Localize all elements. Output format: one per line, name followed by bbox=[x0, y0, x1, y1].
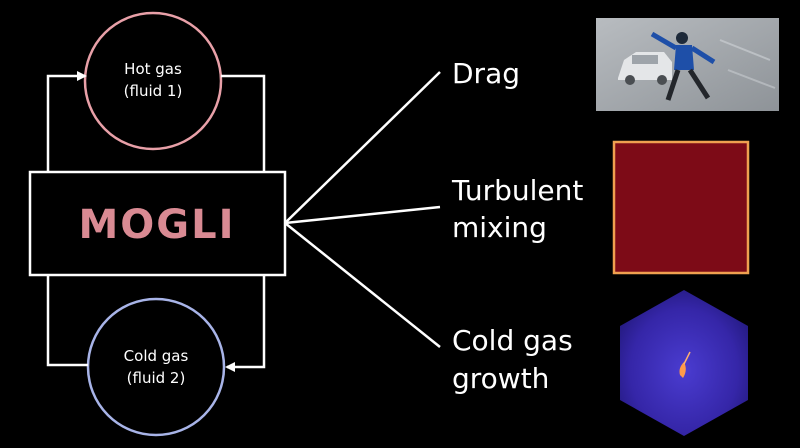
fan-out-lines bbox=[284, 71, 441, 348]
person-arm bbox=[690, 45, 716, 65]
car-shape bbox=[618, 52, 672, 80]
mogli-label: MOGLI bbox=[78, 202, 235, 248]
cold-gas-growth-image bbox=[620, 290, 748, 436]
cold-gas-circle bbox=[86, 297, 226, 437]
person-leg bbox=[687, 68, 711, 100]
line-box-to-cold-gas bbox=[46, 275, 88, 367]
wind-streak bbox=[719, 39, 771, 61]
hot-gas-node: Hot gas (fluid 1) bbox=[83, 11, 223, 151]
turbulent-mixing-label-line1: Turbulent bbox=[451, 174, 583, 207]
cold-gas-sublabel: (fluid 2) bbox=[127, 369, 186, 387]
turbulent-mixing-image bbox=[612, 140, 750, 275]
line-to-cold-gas-growth bbox=[284, 222, 441, 348]
turbulent-mixing-label-line2: mixing bbox=[452, 211, 547, 244]
person-jacket bbox=[674, 45, 694, 70]
drag-photo bbox=[596, 18, 779, 111]
car-wheel bbox=[625, 75, 635, 85]
car-window bbox=[632, 55, 658, 64]
person-leg bbox=[665, 69, 681, 101]
line-to-turbulent-mixing bbox=[284, 205, 441, 225]
arrow-box-to-hot-gas bbox=[46, 71, 87, 172]
car-wheel bbox=[657, 75, 667, 85]
hot-gas-sublabel: (fluid 1) bbox=[124, 82, 183, 100]
cold-gas-growth-label-line1: Cold gas bbox=[452, 324, 573, 357]
person-head bbox=[676, 32, 688, 44]
line-hot-gas-to-box bbox=[221, 74, 266, 172]
mogli-box: MOGLI bbox=[28, 170, 287, 277]
loop-connectors bbox=[46, 71, 266, 372]
cold-gas-label: Cold gas bbox=[124, 347, 189, 365]
hot-gas-circle bbox=[83, 11, 223, 151]
person-arm bbox=[650, 31, 678, 51]
cold-gas-cloud-blob bbox=[679, 362, 686, 378]
line-to-drag bbox=[284, 71, 441, 224]
cold-gas-growth-label-line2: growth bbox=[452, 362, 549, 395]
cold-gas-tail bbox=[683, 351, 691, 365]
arrow-box-to-cold-gas bbox=[225, 275, 266, 372]
turbulent-mixing-panel bbox=[612, 140, 750, 275]
wind-streak bbox=[727, 69, 776, 89]
hot-gas-label: Hot gas bbox=[124, 60, 182, 78]
drag-label: Drag bbox=[452, 57, 520, 90]
cold-gas-node: Cold gas (fluid 2) bbox=[86, 297, 226, 437]
